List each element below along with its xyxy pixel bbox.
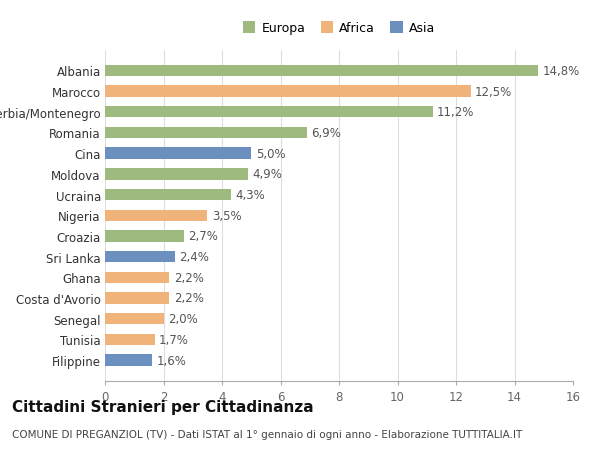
Text: COMUNE DI PREGANZIOL (TV) - Dati ISTAT al 1° gennaio di ogni anno - Elaborazione: COMUNE DI PREGANZIOL (TV) - Dati ISTAT a…: [12, 429, 522, 439]
Text: 2,2%: 2,2%: [174, 271, 203, 284]
Text: 4,3%: 4,3%: [235, 189, 265, 202]
Text: 1,7%: 1,7%: [159, 333, 189, 346]
Text: 6,9%: 6,9%: [311, 127, 341, 140]
Text: 3,5%: 3,5%: [212, 209, 241, 222]
Text: 2,2%: 2,2%: [174, 292, 203, 305]
Bar: [105, 86, 470, 97]
Bar: [105, 128, 307, 139]
Text: 14,8%: 14,8%: [542, 65, 580, 78]
Text: 5,0%: 5,0%: [256, 147, 285, 160]
Bar: [105, 148, 251, 159]
Bar: [105, 293, 169, 304]
Bar: [105, 107, 433, 118]
Legend: Europa, Africa, Asia: Europa, Africa, Asia: [241, 20, 437, 38]
Bar: [105, 272, 169, 283]
Text: 12,5%: 12,5%: [475, 85, 512, 98]
Text: 4,9%: 4,9%: [253, 168, 283, 181]
Bar: [105, 169, 248, 180]
Bar: [105, 210, 208, 221]
Bar: [105, 334, 155, 345]
Text: Cittadini Stranieri per Cittadinanza: Cittadini Stranieri per Cittadinanza: [12, 399, 314, 414]
Bar: [105, 190, 231, 201]
Bar: [105, 231, 184, 242]
Bar: [105, 313, 163, 325]
Bar: [105, 252, 175, 263]
Text: 1,6%: 1,6%: [156, 354, 186, 367]
Text: 2,0%: 2,0%: [168, 313, 197, 325]
Bar: [105, 355, 152, 366]
Text: 2,7%: 2,7%: [188, 230, 218, 243]
Bar: [105, 66, 538, 77]
Text: 11,2%: 11,2%: [437, 106, 475, 119]
Text: 2,4%: 2,4%: [179, 251, 209, 263]
